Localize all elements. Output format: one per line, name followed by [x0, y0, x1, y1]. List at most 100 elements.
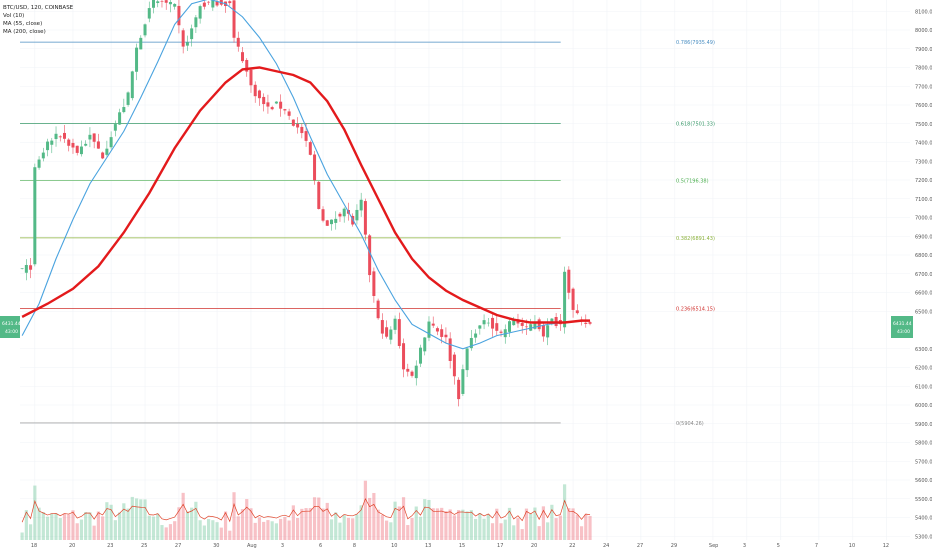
volume-bar: [393, 501, 397, 540]
candle-body: [287, 111, 291, 116]
volume-bar: [338, 522, 342, 540]
volume-bar: [423, 499, 427, 540]
volume-bar: [232, 492, 236, 540]
volume-bar: [452, 515, 457, 540]
volume-bar: [562, 484, 567, 540]
x-axis-tick-label: Aug: [247, 543, 257, 549]
candle-body: [414, 365, 418, 379]
volume-bar: [117, 512, 122, 540]
volume-bar: [558, 515, 562, 540]
volume-bar: [274, 523, 279, 540]
fib-level-label: 0.5(7196.38): [676, 179, 709, 185]
y-axis-tick-label: 5600.00: [915, 478, 932, 484]
candle-body: [194, 17, 198, 28]
y-axis-tick-label: 6800.00: [915, 253, 932, 259]
volume-bar: [190, 507, 194, 540]
volume-bar: [499, 523, 503, 540]
volume-ma-line: [21, 498, 591, 523]
candle-body: [313, 154, 317, 181]
candle-body: [266, 102, 270, 107]
volume-bar: [253, 522, 257, 540]
volume-bar: [431, 508, 435, 540]
x-axis-tick-label: 24: [603, 543, 609, 549]
candle-body: [58, 136, 62, 138]
volume-indicator-label[interactable]: Vol (10): [3, 13, 24, 19]
candle-body: [363, 201, 367, 235]
volume-bar: [533, 507, 537, 540]
candle-body: [135, 47, 139, 72]
right-price-badge-time: 43:00: [897, 329, 910, 335]
candle-body: [469, 338, 473, 349]
volume-bar: [20, 532, 24, 540]
volume-bar: [503, 519, 507, 540]
candle-body: [359, 199, 363, 211]
axes: 8100.00 8000.00 7900.00 7800.00 7700.00 7600.…: [31, 9, 932, 549]
candle-body: [46, 141, 50, 151]
candle-body: [431, 323, 435, 326]
volume-bar: [96, 511, 101, 540]
candle-body: [571, 288, 575, 310]
candle-body: [96, 141, 100, 149]
volume-bar: [147, 515, 151, 540]
candle-body: [406, 368, 410, 372]
volume-bar: [37, 507, 41, 540]
candle-body: [355, 209, 359, 221]
x-axis-tick-label: 25: [141, 543, 147, 549]
candle-body: [50, 140, 54, 145]
candle-body: [342, 208, 346, 217]
right-price-badge-price: 6431.44: [893, 321, 912, 327]
candle-body: [198, 6, 202, 19]
volume-bar: [384, 520, 389, 540]
candle-body: [537, 319, 541, 330]
y-axis-tick-label: 7700.00: [915, 84, 932, 90]
candle-body: [79, 146, 83, 155]
y-axis-tick-label: 5400.00: [915, 516, 932, 522]
volume-bar: [88, 512, 92, 540]
candle-body: [63, 132, 66, 139]
volume-bar: [177, 507, 181, 540]
volume-bar: [266, 520, 270, 540]
volume-bar: [291, 505, 295, 540]
y-axis-tick-label: 7300.00: [915, 159, 932, 165]
y-axis-tick-label: 6700.00: [915, 272, 932, 278]
volume-bar: [537, 526, 541, 540]
x-axis-tick-label: 15: [459, 543, 465, 549]
volume-bar: [550, 504, 554, 540]
volume-bar: [84, 512, 88, 540]
x-axis-tick-label: 29: [671, 543, 677, 549]
candle-body: [427, 321, 431, 338]
volume-bar: [440, 507, 444, 540]
candle-body: [321, 209, 325, 221]
x-axis-tick-label: Sep: [709, 543, 718, 549]
candle-body: [563, 271, 567, 328]
volume-bar: [512, 525, 516, 540]
ma200-indicator-label[interactable]: MA (200, close): [3, 29, 46, 35]
volume-bar: [33, 485, 37, 540]
candle-body: [122, 107, 126, 113]
volume-bar: [240, 509, 245, 540]
volume-bar: [529, 513, 533, 540]
fibonacci-retracement[interactable]: 0.786(7935.49) 0.618(7501.33) 0.5(7196.38)…: [20, 40, 715, 427]
y-axis-tick-label: 7000.00: [915, 216, 932, 222]
volume-bar: [473, 518, 478, 540]
volume-bar: [490, 523, 495, 540]
x-axis-tick-label: 20: [531, 543, 537, 549]
volume-bar: [24, 510, 28, 540]
candle-body: [160, 1, 164, 2]
y-axis-tick-label: 6000.00: [915, 403, 932, 409]
volume-bar: [109, 504, 113, 540]
candle-body: [482, 320, 486, 325]
right-price-badge-bg: [891, 316, 913, 338]
volume-bar: [185, 511, 190, 540]
volume-bar: [389, 522, 393, 540]
volume-bar: [418, 516, 423, 540]
volume-bar: [206, 519, 211, 540]
candle-body: [402, 343, 406, 370]
fib-level-label: 0(5904.26): [676, 421, 704, 427]
ma55-indicator-label[interactable]: MA (55, close): [3, 21, 42, 27]
candle-body: [567, 269, 571, 293]
candle-body: [478, 325, 482, 329]
candle-body: [491, 317, 495, 329]
